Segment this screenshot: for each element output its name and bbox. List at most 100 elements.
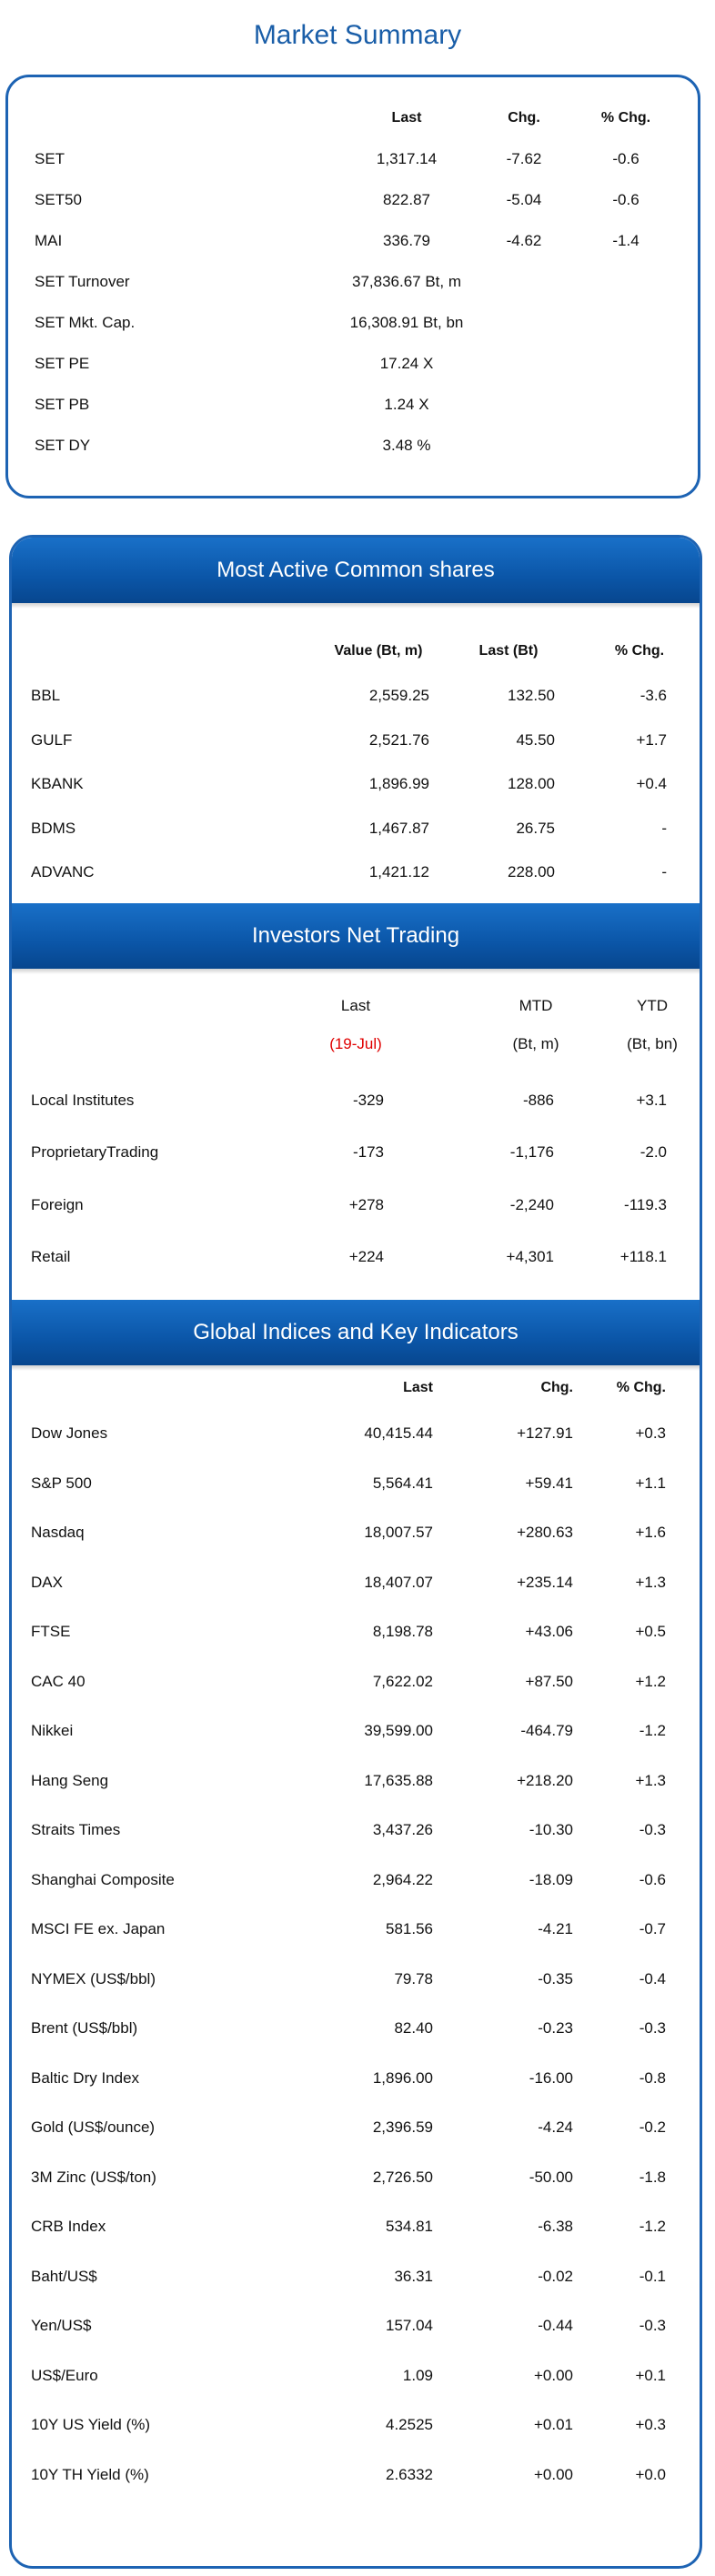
investors-subheader-ytd: (Bt, bn) — [627, 1035, 678, 1052]
investors-title-band: Investors Net Trading — [12, 903, 700, 974]
global-row-chg: -0.23 — [538, 2019, 573, 2037]
global-row-pct: +1.2 — [635, 1672, 666, 1690]
global-row-pct: -0.7 — [639, 1920, 666, 1937]
global-row-pct: +1.3 — [635, 1771, 666, 1789]
summary-row-last: 37,836.67 Bt, m — [351, 273, 462, 290]
global-row-pct: +0.0 — [635, 2465, 666, 2483]
global-row-chg: +43.06 — [525, 1623, 573, 1640]
global-row-last: 17,635.88 — [364, 1771, 433, 1789]
global-row: 10Y TH Yield (%) 2.6332 +0.00 +0.0 — [12, 2466, 700, 2488]
global-row-chg: +87.50 — [525, 1672, 573, 1690]
global-row-label: Shanghai Composite — [31, 1870, 175, 1888]
global-row-chg: +0.00 — [533, 2465, 573, 2483]
global-row-chg: -0.35 — [538, 1969, 573, 1987]
summary-row-last: 336.79 — [383, 232, 430, 249]
global-row-label: Straits Times — [31, 1821, 121, 1838]
most-active-row-label: GULF — [31, 730, 73, 749]
summary-row: SET PB 1.24 X — [8, 396, 698, 418]
global-row-pct: -0.2 — [639, 2118, 666, 2136]
page-title: Market Summary — [253, 20, 462, 50]
global-row-chg: +127.91 — [517, 1424, 573, 1442]
most-active-row-last: 45.50 — [516, 730, 555, 749]
investors-header-last: Last — [340, 997, 371, 1014]
most-active-row: BBL 2,559.25 132.50 -3.6 — [12, 687, 700, 709]
summary-row: SET DY 3.48 % — [8, 437, 698, 458]
global-row: Nasdaq 18,007.57 +280.63 +1.6 — [12, 1524, 700, 1545]
summary-row-label: SET50 — [35, 191, 82, 208]
global-row-last: 82.40 — [394, 2019, 433, 2037]
summary-row-last: 1,317.14 — [376, 150, 438, 167]
global-row-last: 2,726.50 — [372, 2168, 433, 2186]
most-active-row-last: 132.50 — [508, 687, 555, 704]
global-row: MSCI FE ex. Japan 581.56 -4.21 -0.7 — [12, 1920, 700, 1942]
global-row-last: 157.04 — [386, 2317, 433, 2334]
most-active-row-value: 2,559.25 — [368, 687, 429, 704]
global-row-pct: +0.1 — [635, 2366, 666, 2384]
summary-row-last: 822.87 — [383, 191, 430, 208]
summary-row-label: SET PE — [35, 355, 90, 372]
global-row: 3M Zinc (US$/ton) 2,726.50 -50.00 -1.8 — [12, 2168, 700, 2190]
investors-row-last: +224 — [348, 1247, 384, 1265]
global-row: 10Y US Yield (%) 4.2525 +0.01 +0.3 — [12, 2416, 700, 2438]
summary-row-pct: -0.6 — [612, 191, 639, 208]
global-row-pct: +1.6 — [635, 1524, 666, 1541]
global-row-label: CRB Index — [31, 2218, 106, 2235]
global-row: Baht/US$ 36.31 -0.02 -0.1 — [12, 2268, 700, 2289]
global-row: S&P 500 5,564.41 +59.41 +1.1 — [12, 1474, 700, 1496]
summary-row-last: 17.24 X — [379, 355, 434, 372]
global-row-pct: +0.3 — [635, 2416, 666, 2433]
global-row: Brent (US$/bbl) 82.40 -0.23 -0.3 — [12, 2019, 700, 2041]
global-row: Shanghai Composite 2,964.22 -18.09 -0.6 — [12, 1871, 700, 1893]
summary-row-label: SET Mkt. Cap. — [35, 314, 136, 331]
global-row: NYMEX (US$/bbl) 79.78 -0.35 -0.4 — [12, 1970, 700, 1992]
global-row-label: Gold (US$/ounce) — [31, 2118, 156, 2136]
global-row-chg: +0.01 — [533, 2416, 573, 2433]
global-row: Hang Seng 17,635.88 +218.20 +1.3 — [12, 1772, 700, 1794]
global-row-chg: +218.20 — [517, 1771, 573, 1789]
summary-row-last: 16,308.91 Bt, bn — [349, 314, 464, 331]
investors-subheader-mtd: (Bt, m) — [512, 1035, 559, 1052]
investors-subheader-date: (19-Jul) — [329, 1035, 382, 1052]
global-row-chg: +280.63 — [517, 1524, 573, 1541]
investors-row-mtd: -2,240 — [509, 1195, 554, 1213]
summary-row-label: SET — [35, 150, 65, 167]
global-row-label: Yen/US$ — [31, 2317, 92, 2334]
summary-header-row: Last Chg. % Chg. — [8, 110, 698, 132]
global-row-label: US$/Euro — [31, 2366, 98, 2384]
global-row-label: MSCI FE ex. Japan — [31, 1920, 166, 1937]
most-active-row-label: ADVANC — [31, 863, 95, 880]
global-row-label: Nikkei — [31, 1722, 74, 1739]
most-active-row-label: KBANK — [31, 775, 84, 792]
global-header-pct: % Chg. — [616, 1380, 666, 1395]
global-row: DAX 18,407.07 +235.14 +1.3 — [12, 1574, 700, 1595]
most-active-row-last: 228.00 — [508, 863, 555, 880]
summary-header-pct: % Chg. — [600, 110, 651, 126]
global-row: Gold (US$/ounce) 2,396.59 -4.24 -0.2 — [12, 2118, 700, 2140]
global-row-label: Nasdaq — [31, 1524, 85, 1541]
global-header-last: Last — [403, 1380, 433, 1395]
summary-row-label: SET PB — [35, 396, 90, 413]
summary-row-last: 1.24 X — [384, 396, 429, 413]
global-row-last: 7,622.02 — [372, 1672, 433, 1690]
summary-header-last: Last — [391, 110, 422, 126]
main-panel: Most Active Common shares Value (Bt, m) … — [9, 535, 702, 2569]
global-row-chg: -50.00 — [529, 2168, 573, 2186]
global-row-label: 3M Zinc (US$/ton) — [31, 2168, 156, 2186]
global-row-last: 39,599.00 — [364, 1722, 433, 1739]
global-row-pct: -0.6 — [639, 1870, 666, 1888]
investors-row-ytd: -2.0 — [639, 1143, 667, 1162]
global-row-label: FTSE — [31, 1623, 71, 1640]
investors-subheader-row: (19-Jul) (Bt, m) (Bt, bn) — [12, 1035, 700, 1057]
most-active-header-value: Value (Bt, m) — [334, 643, 423, 659]
investors-row-last: -173 — [352, 1143, 384, 1162]
most-active-row: BDMS 1,467.87 26.75 - — [12, 820, 700, 841]
investors-row-last: -329 — [352, 1092, 384, 1109]
global-row-label: DAX — [31, 1573, 63, 1591]
global-row: Yen/US$ 157.04 -0.44 -0.3 — [12, 2317, 700, 2339]
global-row-pct: -1.2 — [639, 2218, 666, 2235]
summary-row-pct: -0.6 — [612, 150, 639, 167]
summary-row: SET 1,317.14 -7.62 -0.6 — [8, 150, 698, 172]
most-active-title-band: Most Active Common shares — [12, 538, 700, 609]
most-active-row-last: 128.00 — [508, 775, 555, 792]
global-row-chg: +235.14 — [517, 1573, 573, 1591]
